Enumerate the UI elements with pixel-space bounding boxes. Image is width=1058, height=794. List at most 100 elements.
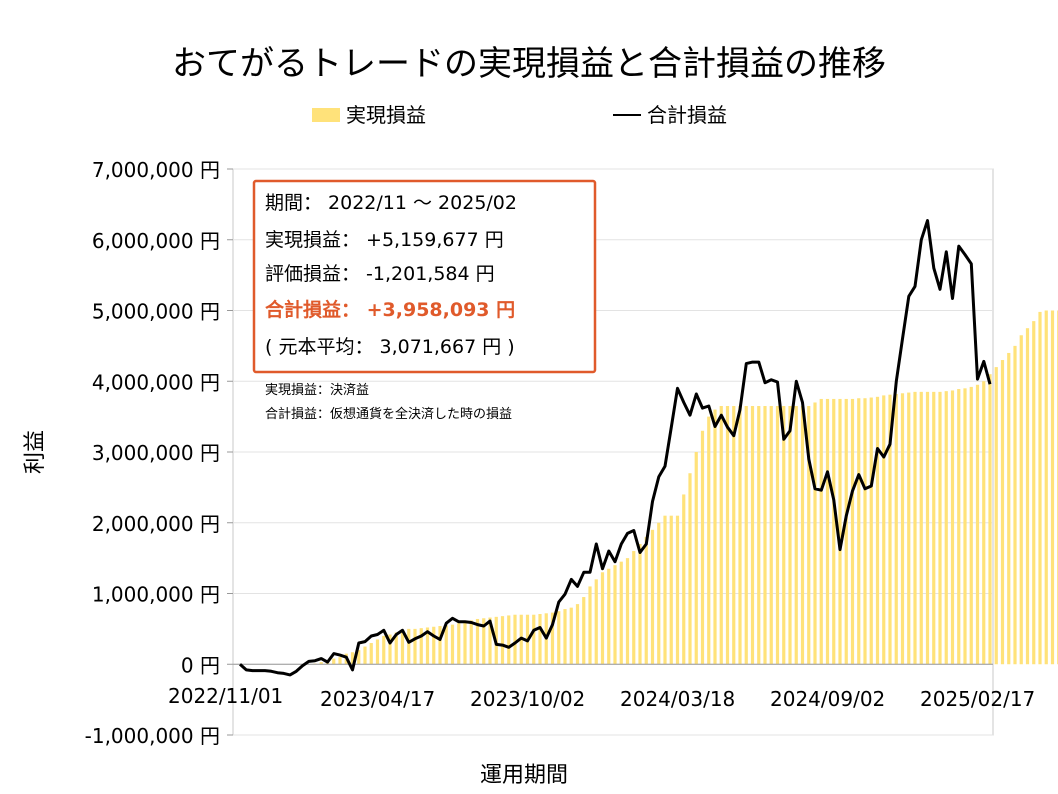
x-axis-label: 運用期間 <box>480 763 568 788</box>
bar <box>1025 328 1030 665</box>
bar <box>419 628 423 665</box>
bar <box>1038 311 1042 665</box>
note-realized: 実現損益：決済益 <box>265 382 369 398</box>
bar <box>869 397 873 665</box>
bar <box>357 650 361 665</box>
bar <box>938 391 942 665</box>
legend-label-total: 合計損益 <box>647 103 727 127</box>
bar <box>319 662 323 665</box>
bar <box>894 393 898 665</box>
bar <box>732 406 736 665</box>
line-series-total <box>239 219 992 677</box>
bar <box>432 626 436 665</box>
bar <box>513 614 517 665</box>
x-tick-label: 2023/04/17 <box>320 687 435 711</box>
bar <box>550 612 555 665</box>
bar <box>600 572 605 665</box>
bar <box>957 389 961 665</box>
bar <box>457 623 461 665</box>
bar <box>657 522 661 665</box>
bar <box>588 586 592 665</box>
bar <box>407 628 411 665</box>
bar <box>813 402 817 665</box>
y-axis-label: 利益 <box>23 430 48 474</box>
bar <box>382 635 386 665</box>
bar <box>632 551 636 665</box>
bar <box>500 616 505 665</box>
bar <box>669 515 673 665</box>
bar <box>644 536 648 665</box>
bar <box>919 391 923 665</box>
bar <box>482 618 486 665</box>
bar <box>694 452 698 665</box>
bar <box>719 406 723 665</box>
bar <box>757 406 761 665</box>
summary-realized: 実現損益： +5,159,677 円 <box>265 229 504 251</box>
bar <box>969 386 973 665</box>
x-tick-label: 2024/09/02 <box>770 687 885 711</box>
bar <box>738 406 742 665</box>
legend-label-realized: 実現損益 <box>346 103 426 127</box>
bar <box>863 398 867 665</box>
bar <box>507 615 511 665</box>
bar <box>582 597 586 665</box>
bar <box>463 621 467 665</box>
bar <box>1050 310 1055 665</box>
bar <box>625 558 630 665</box>
bar <box>925 391 930 665</box>
bar <box>607 568 611 665</box>
bar <box>700 430 705 665</box>
bar <box>763 406 767 665</box>
bar <box>888 394 892 665</box>
bar <box>1007 352 1011 665</box>
x-tick-label: 2023/10/02 <box>470 687 585 711</box>
bar <box>532 614 536 665</box>
summary-total: 合計損益： +3,958,093 円 <box>265 298 515 321</box>
bar <box>488 617 492 665</box>
bar <box>932 391 936 665</box>
bar <box>557 611 561 665</box>
y-tick-label: 4,000,000 円 <box>92 370 220 394</box>
bar <box>388 634 392 665</box>
bar <box>475 618 480 665</box>
bar <box>819 398 823 665</box>
bar <box>619 561 623 665</box>
bar <box>725 406 730 665</box>
bar <box>963 388 967 665</box>
bar <box>707 416 711 665</box>
bar <box>569 607 573 665</box>
note-total: 合計損益：仮想通貨を全決済した時の損益 <box>265 406 512 422</box>
bar <box>750 406 755 665</box>
bar <box>1019 335 1023 665</box>
bar <box>363 646 367 665</box>
x-axis-ticks: 2022/11/01 2023/04/17 2023/10/02 2024/03/18… <box>168 684 1035 711</box>
bar <box>994 367 998 665</box>
y-tick-label: 6,000,000 円 <box>92 229 220 253</box>
bar <box>900 393 905 665</box>
x-tick-label: 2022/11/01 <box>168 684 283 708</box>
bar <box>1000 360 1005 665</box>
y-tick-label: 5,000,000 円 <box>92 300 220 324</box>
y-tick-label: 0 円 <box>181 653 220 677</box>
bar <box>394 632 398 665</box>
bar <box>913 391 917 665</box>
bar <box>882 395 886 665</box>
bar <box>769 406 773 665</box>
bar <box>450 624 455 665</box>
bar <box>982 381 986 665</box>
summary-unrealized: 評価損益： -1,201,584 円 <box>265 263 495 285</box>
bar <box>400 630 405 665</box>
bar <box>844 398 848 665</box>
bar <box>838 398 842 665</box>
bar <box>413 628 417 665</box>
bar <box>988 374 992 665</box>
bar <box>800 406 805 665</box>
bar <box>857 398 861 665</box>
bar <box>613 565 617 665</box>
bar <box>1013 345 1017 665</box>
bar <box>744 406 748 665</box>
x-tick-label: 2024/03/18 <box>620 687 735 711</box>
legend: 実現損益 合計損益 <box>312 103 727 127</box>
bar <box>907 392 911 665</box>
